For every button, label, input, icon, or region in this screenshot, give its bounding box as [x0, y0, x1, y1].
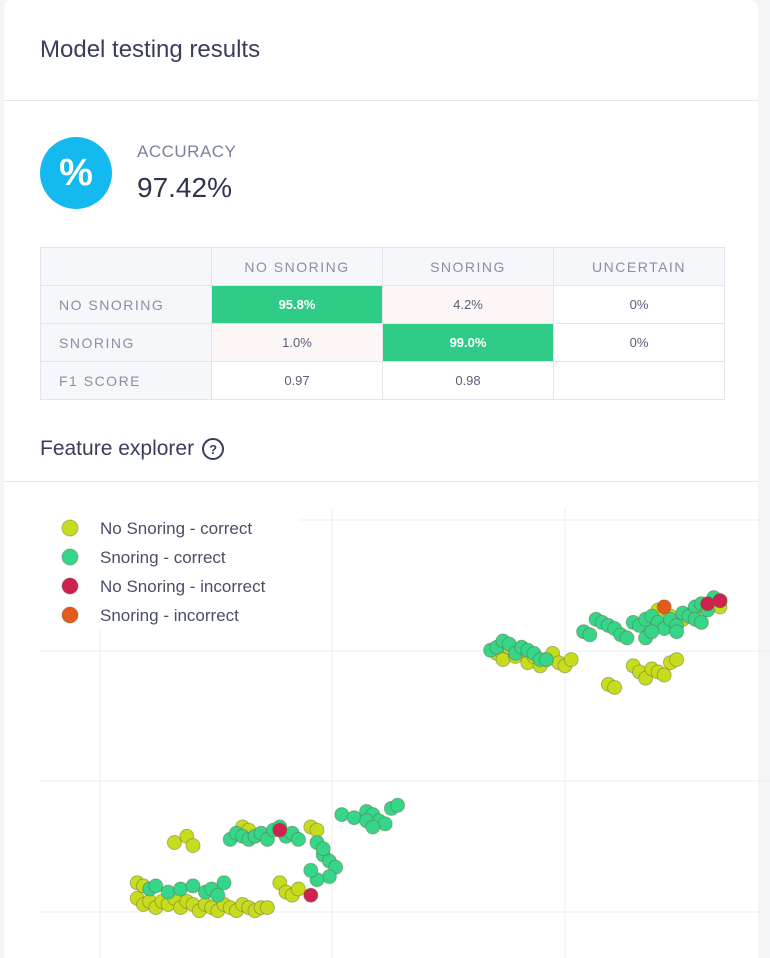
legend-marker[interactable] [61, 577, 79, 595]
legend-label[interactable]: Snoring - correct [100, 548, 226, 567]
matrix-row: F1 SCORE 0.97 0.98 [40, 361, 725, 400]
scatter-point[interactable] [290, 831, 306, 847]
scatter-point[interactable] [166, 835, 182, 850]
matrix-cell: 0.97 [211, 361, 383, 400]
scatter-point[interactable] [607, 680, 623, 695]
scatter-point[interactable] [216, 875, 232, 891]
matrix-col-header: SNORING [382, 247, 554, 286]
matrix-cell: 0% [553, 285, 725, 324]
page-title: Model testing results [40, 36, 261, 63]
scatter-point[interactable] [185, 838, 201, 854]
section-divider [4, 481, 758, 482]
legend-label[interactable]: No Snoring - correct [100, 519, 252, 538]
chart-legend: No Snoring - correct Snoring - correct No … [61, 519, 266, 625]
matrix-row-header: SNORING [40, 323, 212, 362]
confusion-matrix: NO SNORING SNORING UNCERTAIN NO SNORING … [40, 247, 725, 400]
scatter-point[interactable] [700, 596, 716, 612]
scatter-point[interactable] [259, 900, 275, 916]
matrix-cell: 1.0% [211, 323, 383, 362]
scatter-point[interactable] [619, 630, 635, 646]
matrix-col-header: UNCERTAIN [553, 247, 725, 286]
percent-icon: % [40, 137, 112, 209]
matrix-row-header: F1 SCORE [40, 361, 212, 400]
scatter-point[interactable] [334, 807, 350, 823]
chart-points [129, 590, 728, 919]
legend-label[interactable]: Snoring - incorrect [100, 606, 239, 625]
scatter-point[interactable] [693, 614, 709, 630]
scatter-point[interactable] [390, 797, 406, 813]
matrix-row: SNORING 1.0% 99.0% 0% [40, 323, 725, 362]
scatter-point[interactable] [582, 627, 598, 643]
matrix-row-header: NO SNORING [40, 285, 212, 324]
scatter-point[interactable] [669, 624, 685, 640]
matrix-cell: 99.0% [382, 323, 554, 362]
matrix-row: NO SNORING 95.8% 4.2% 0% [40, 285, 725, 324]
feature-explorer-label: Feature explorer [40, 437, 195, 460]
accuracy-label: ACCURACY [137, 142, 237, 161]
help-icon[interactable]: ? [202, 438, 225, 460]
matrix-cell: 0.98 [382, 361, 554, 400]
scatter-point[interactable] [303, 887, 319, 903]
scatter-point[interactable] [538, 652, 554, 668]
scatter-point[interactable] [669, 652, 685, 668]
scatter-point[interactable] [290, 881, 306, 897]
matrix-header-row: NO SNORING SNORING UNCERTAIN [40, 247, 725, 286]
legend-marker[interactable] [61, 606, 79, 624]
matrix-cell [553, 361, 725, 400]
scatter-point[interactable] [148, 878, 164, 894]
scatter-point[interactable] [315, 841, 331, 857]
feature-explorer-title: Feature explorer ? [40, 437, 225, 461]
scatter-point[interactable] [346, 810, 362, 826]
scatter-point[interactable] [160, 884, 176, 900]
scatter-point[interactable] [321, 869, 337, 885]
scatter-point[interactable] [495, 652, 511, 668]
scatter-point[interactable] [210, 887, 226, 903]
scatter-point[interactable] [656, 667, 672, 683]
scatter-point[interactable] [656, 599, 672, 615]
scatter-point[interactable] [377, 816, 393, 832]
feature-explorer-chart[interactable]: No Snoring - correct Snoring - correct No … [0, 490, 770, 958]
scatter-point[interactable] [185, 878, 201, 894]
scatter-point[interactable] [303, 862, 319, 878]
model-testing-card: Model testing results % ACCURACY 97.42% … [4, 0, 758, 958]
scatter-point[interactable] [712, 593, 728, 609]
matrix-cell: 0% [553, 323, 725, 362]
legend-marker[interactable] [61, 548, 79, 566]
chart-grid [40, 508, 770, 958]
scatter-point[interactable] [644, 624, 660, 640]
matrix-col-header: NO SNORING [211, 247, 383, 286]
header-divider [4, 100, 758, 101]
matrix-corner [40, 247, 212, 286]
matrix-cell: 95.8% [211, 285, 383, 324]
scatter-point[interactable] [563, 652, 579, 668]
scatter-point[interactable] [272, 822, 288, 838]
scatter-point[interactable] [173, 881, 189, 897]
scatter-point[interactable] [365, 819, 381, 835]
legend-marker[interactable] [61, 519, 79, 537]
legend-label[interactable]: No Snoring - incorrect [100, 577, 266, 596]
accuracy-value: 97.42% [137, 172, 232, 203]
matrix-cell: 4.2% [382, 285, 554, 324]
